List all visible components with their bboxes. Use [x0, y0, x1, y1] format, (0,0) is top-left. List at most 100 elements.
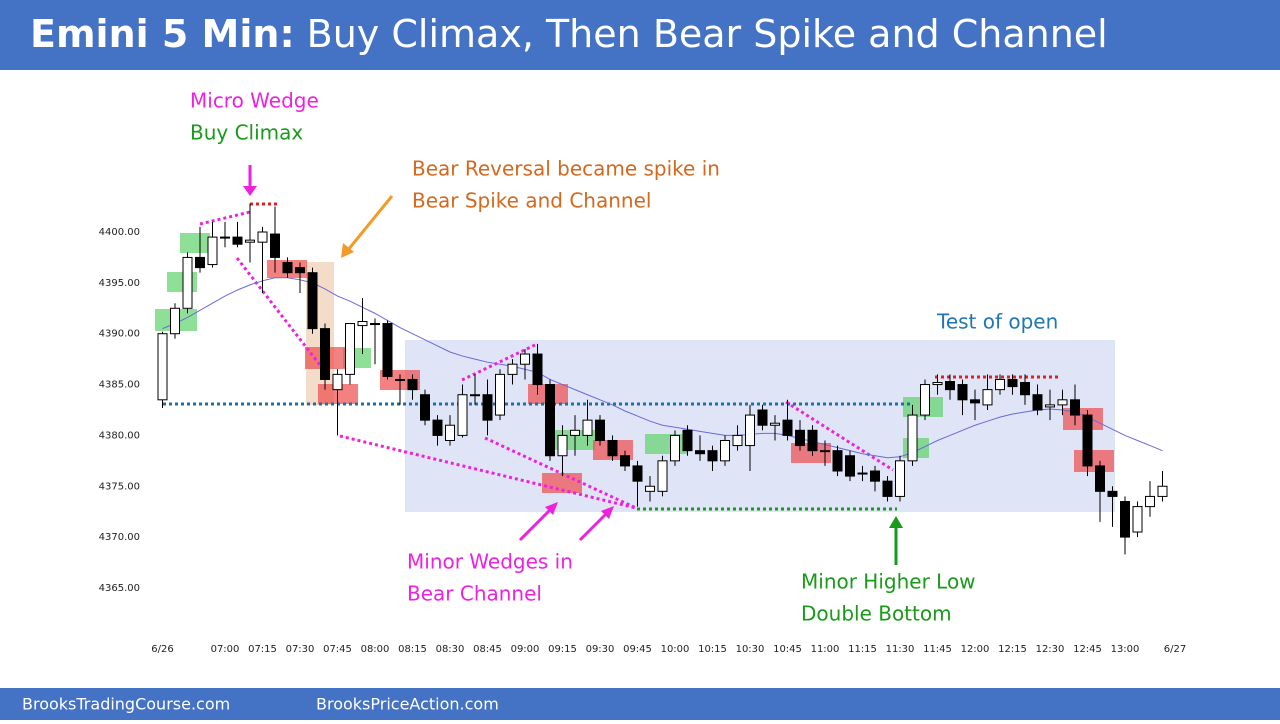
x-tick-label: 07:15 [248, 644, 277, 655]
annotation: Minor Higher Low [801, 570, 976, 594]
candle-body [607, 439, 618, 457]
candle-body [857, 472, 868, 475]
candle-body [832, 450, 843, 472]
candle-body [1082, 414, 1093, 467]
candle-body [1132, 506, 1143, 533]
candle-body [695, 450, 705, 455]
candle-body [395, 378, 405, 381]
candle-body [370, 323, 380, 326]
candle-body [620, 455, 630, 467]
annotation: Micro Wedge [190, 89, 319, 113]
candle-body [432, 419, 443, 436]
candle-body [895, 460, 905, 497]
candle-body [382, 323, 393, 377]
candle-body [732, 434, 743, 447]
candle-body [457, 394, 468, 436]
candle-body [170, 307, 180, 335]
candle-body [345, 323, 355, 375]
candle-body [957, 384, 968, 401]
candle-body [232, 236, 243, 245]
x-tick-label: 12:15 [998, 644, 1027, 655]
candle-body [445, 424, 455, 441]
candle-body [357, 321, 368, 327]
candle-body [295, 267, 305, 274]
candle-body [182, 256, 193, 309]
candle-body [770, 422, 780, 426]
footer-left: BrooksTradingCourse.com [22, 695, 230, 714]
candle-body [795, 429, 805, 447]
candle-body [1057, 399, 1068, 406]
candle-body [420, 394, 430, 421]
candle-body [932, 382, 943, 386]
x-tick-label: 07:45 [323, 644, 352, 655]
y-tick-label: 4375.00 [99, 481, 140, 492]
candle-body [907, 414, 918, 462]
candle-body [870, 470, 880, 482]
y-tick-label: 4385.00 [99, 380, 140, 391]
candle-body [1120, 501, 1130, 538]
annotation: Test of open [936, 310, 1058, 334]
candle-body [1032, 394, 1043, 411]
candle-body [1070, 399, 1080, 416]
candle-body [682, 429, 693, 452]
annotation: Double Bottom [801, 602, 952, 626]
x-tick-label: 10:45 [773, 644, 802, 655]
x-tick-label: 12:00 [961, 644, 990, 655]
candle-body [807, 429, 818, 452]
candle-body [782, 419, 793, 436]
x-tick-label: 11:45 [923, 644, 952, 655]
candle-body [745, 414, 755, 447]
x-tick-label: 08:45 [473, 644, 502, 655]
candle-body [595, 419, 605, 441]
title-rest: Buy Climax, Then Bear Spike and Channel [307, 12, 1108, 56]
candle-body [307, 272, 318, 330]
x-tick-label: 6/27 [1164, 644, 1186, 655]
candle-body [670, 434, 680, 462]
candle-body [1095, 465, 1105, 492]
candle-body [545, 384, 555, 457]
x-tick-label: 10:15 [698, 644, 727, 655]
candle-body [270, 233, 280, 258]
candle-body [557, 434, 568, 457]
candle-body [820, 450, 830, 453]
annotation: Buy Climax [190, 121, 303, 145]
candle-body [757, 409, 768, 426]
candle-body [970, 399, 980, 404]
annotation: Bear Channel [407, 582, 542, 606]
y-tick-label: 4400.00 [99, 227, 140, 238]
title-bar [0, 0, 1280, 70]
wedge-lines [199, 210, 894, 510]
x-tick-label: 08:15 [398, 644, 427, 655]
candle-body [1020, 382, 1030, 396]
candle-body [920, 384, 930, 416]
annotation: Bear Reversal became spike in [412, 157, 720, 181]
candle-body [332, 373, 343, 391]
annotation: Minor Wedges in [407, 550, 573, 574]
x-tick-label: 10:30 [736, 644, 765, 655]
x-tick-label: 07:30 [286, 644, 315, 655]
candle-body [195, 256, 205, 269]
candle-body [582, 419, 593, 436]
candle-body [1157, 485, 1168, 497]
x-tick-label: 12:45 [1073, 644, 1102, 655]
arrows [243, 165, 903, 565]
annotation: Bear Spike and Channel [412, 189, 651, 213]
y-tick-label: 4390.00 [99, 329, 140, 340]
candle-body [720, 439, 730, 462]
candle-body [245, 239, 255, 243]
x-tick-label: 09:00 [511, 644, 540, 655]
footer-bar [0, 688, 1280, 720]
x-tick-label: 07:00 [211, 644, 240, 655]
x-tick-label: 13:00 [1111, 644, 1140, 655]
title-bold: Emini 5 Min: [30, 12, 295, 56]
y-tick-label: 4380.00 [99, 430, 140, 441]
candle-body [657, 460, 668, 492]
moving-average [162, 277, 1163, 459]
x-tick-label: 6/26 [151, 644, 173, 655]
title: Emini 5 Min: Buy Climax, Then Bear Spike … [30, 12, 1108, 56]
y-tick-label: 4395.00 [99, 278, 140, 289]
candle-body [407, 378, 418, 391]
x-tick-label: 11:30 [886, 644, 915, 655]
x-tick-label: 10:00 [661, 644, 690, 655]
